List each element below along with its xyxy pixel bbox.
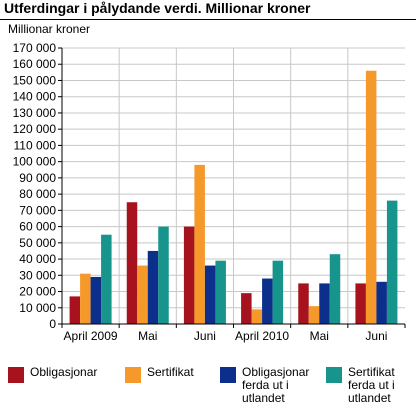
bar	[355, 283, 366, 324]
x-tick-label: Mai	[310, 329, 329, 343]
legend-label: Sertifikat	[147, 365, 194, 379]
legend-swatch	[326, 367, 342, 383]
y-tick-label: 160 000	[13, 57, 57, 71]
bar	[158, 226, 169, 324]
y-tick-label: 140 000	[13, 90, 57, 104]
y-tick-label: 40 000	[19, 252, 56, 266]
bar	[183, 226, 195, 324]
bar	[147, 250, 159, 324]
legend-label: Obligasjonar	[30, 365, 98, 379]
legend-swatch	[125, 367, 141, 383]
bar	[251, 309, 263, 324]
y-tick-label: 130 000	[13, 106, 57, 120]
bar	[194, 164, 205, 324]
bar	[69, 296, 81, 324]
bar-chart: Millionar kroner 0 10 000 20 000 30 000 40 0…	[8, 22, 406, 343]
y-tick-label: 120 000	[13, 122, 57, 136]
y-tick-label: 10 000	[19, 301, 56, 315]
y-tick-label: 90 000	[19, 171, 56, 185]
legend-label: Obligasjonar ferda ut i utlandet	[242, 365, 310, 405]
y-tick-label: 70 000	[19, 203, 56, 217]
bar	[204, 265, 216, 324]
legend-swatch	[8, 367, 24, 383]
y-axis-label: Millionar kroner	[8, 22, 90, 36]
bar	[215, 260, 226, 324]
y-tick-label: 60 000	[19, 220, 56, 234]
y-tick-label: 80 000	[19, 187, 56, 201]
bar	[126, 202, 138, 324]
x-tick-label: Juni	[365, 329, 387, 343]
y-tick-label: 30 000	[19, 268, 56, 282]
bar	[80, 273, 91, 324]
bar	[329, 254, 341, 324]
bar	[272, 260, 284, 324]
chart-title: Utferdingar i pålydande verdi. Millionar…	[4, 0, 311, 16]
bar	[137, 265, 148, 324]
bar	[101, 234, 112, 324]
bar	[376, 281, 387, 324]
title-divider	[0, 19, 416, 20]
y-tick-label: 170 000	[13, 41, 57, 55]
x-tick-label: Mai	[138, 329, 157, 343]
y-tick-label: 110 000	[14, 138, 57, 152]
bar	[319, 283, 330, 324]
bar	[90, 276, 102, 324]
bars	[69, 70, 398, 325]
y-tick-label: 20 000	[19, 285, 56, 299]
legend-label: Sertifikat ferda ut i utlandet	[348, 365, 395, 405]
legend-swatch	[220, 367, 236, 383]
bar	[262, 278, 273, 324]
bar	[298, 283, 309, 324]
x-tick-label: Juni	[194, 329, 216, 343]
bar	[308, 306, 320, 324]
y-tick-label: 0	[49, 317, 56, 331]
x-tick-label: April 2009	[64, 329, 118, 343]
bar	[386, 200, 398, 324]
y-tick-label: 150 000	[13, 73, 57, 87]
axes	[61, 48, 405, 325]
bar	[365, 70, 377, 325]
y-tick-label: 100 000	[13, 155, 57, 169]
y-tick-label: 50 000	[19, 236, 56, 250]
y-tick-labels: 0 10 000 20 000 30 000 40 000 50 000 60 000 70 …	[13, 41, 57, 331]
gridlines	[58, 47, 406, 328]
x-tick-labels: April 2009 Mai Juni April 2010 Mai Juni	[64, 329, 388, 343]
x-tick-label: April 2010	[235, 329, 289, 343]
bar	[241, 293, 252, 324]
